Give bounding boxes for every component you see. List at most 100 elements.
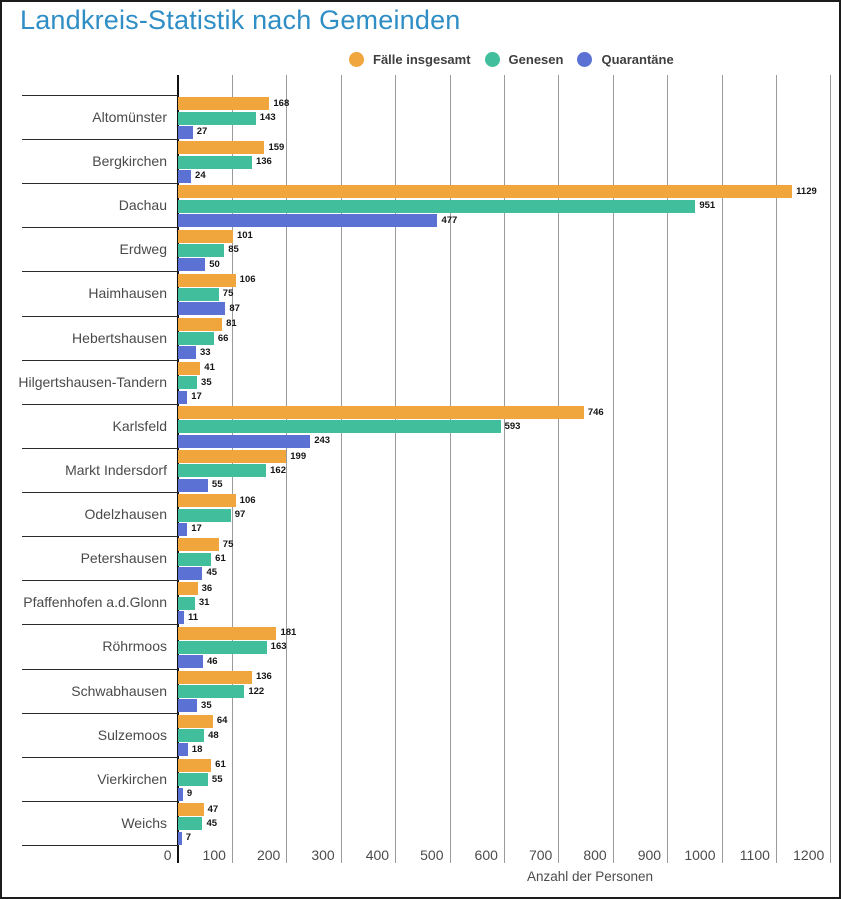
bar-series-1 xyxy=(178,538,219,552)
x-tick-label: 400 xyxy=(365,847,390,863)
category-label: Karlsfeld xyxy=(112,417,167,434)
gridline xyxy=(449,75,451,863)
category-label: Schwabhausen xyxy=(71,682,167,699)
bar-series-1 xyxy=(178,361,201,375)
gridline xyxy=(775,75,777,863)
row-separator xyxy=(22,668,178,670)
bar-value-label: 122 xyxy=(248,685,265,697)
bar-value-label: 168 xyxy=(273,97,290,109)
category-label: Pfaffenhofen a.d.Glonn xyxy=(23,594,167,611)
legend-item-2[interactable]: Genesen xyxy=(484,52,564,67)
bar-value-label: 45 xyxy=(206,567,218,579)
bar-value-label: 27 xyxy=(196,126,208,138)
bar-series-3 xyxy=(178,478,208,492)
bar-series-1 xyxy=(178,803,204,817)
bar-value-label: 75 xyxy=(222,288,234,300)
bar-series-2 xyxy=(178,243,225,257)
bar-value-label: 17 xyxy=(191,391,202,402)
bar-series-2 xyxy=(178,729,205,743)
bar-value-label: 159 xyxy=(268,141,285,153)
row-separator xyxy=(22,359,178,361)
bar-value-label: 101 xyxy=(236,230,253,242)
bar-series-3 xyxy=(178,125,193,139)
bar-series-2 xyxy=(178,155,252,169)
bar-series-2 xyxy=(178,508,231,522)
row-separator xyxy=(22,271,178,273)
bar-series-1 xyxy=(178,406,584,420)
legend-item-1[interactable]: Fälle insgesamt xyxy=(349,52,471,67)
gridline xyxy=(395,75,397,863)
bar-value-label: 33 xyxy=(199,346,211,358)
bar-series-3 xyxy=(178,302,226,316)
bar-series-2 xyxy=(178,287,219,301)
bar-series-1 xyxy=(178,317,223,331)
row-separator xyxy=(22,756,178,758)
row-separator xyxy=(22,315,178,317)
gridline xyxy=(503,75,505,863)
bar-series-2 xyxy=(178,640,267,654)
bar-value-label: 17 xyxy=(191,523,202,535)
bar-value-label: 55 xyxy=(211,479,223,491)
y-axis-line xyxy=(176,75,179,863)
bar-value-label: 951 xyxy=(699,200,716,212)
bar-value-label: 81 xyxy=(226,318,237,330)
x-tick-label: 700 xyxy=(528,847,553,863)
bar-series-3 xyxy=(178,214,438,228)
x-axis-title: Anzahl der Personen xyxy=(526,869,654,884)
bar-series-3 xyxy=(178,434,311,448)
bar-value-label: 36 xyxy=(201,582,213,594)
row-separator xyxy=(22,183,178,185)
x-tick-label: 0 xyxy=(163,847,172,863)
bar-value-label: 55 xyxy=(211,773,223,785)
bar-value-label: 47 xyxy=(207,803,219,815)
bar-value-label: 746 xyxy=(587,406,604,418)
row-separator xyxy=(22,227,178,229)
legend-label: Genesen xyxy=(508,52,564,67)
row-separator xyxy=(22,624,178,626)
bar-value-label: 61 xyxy=(215,553,226,565)
bar-value-label: 136 xyxy=(255,156,272,168)
gridline xyxy=(340,75,342,863)
bar-value-label: 7 xyxy=(185,832,192,844)
bar-series-1 xyxy=(178,273,236,287)
bar-series-2 xyxy=(178,685,245,699)
bar-value-label: 35 xyxy=(201,699,212,711)
bar-value-label: 199 xyxy=(290,450,307,462)
bar-series-2 xyxy=(178,111,256,125)
bar-value-label: 1129 xyxy=(796,185,817,197)
bar-value-label: 18 xyxy=(191,743,203,755)
bar-value-label: 143 xyxy=(259,112,276,123)
bar-series-1 xyxy=(178,626,277,640)
bar-series-2 xyxy=(178,464,267,478)
gridline xyxy=(830,75,832,863)
bar-value-label: 162 xyxy=(270,464,286,476)
x-tick-label: 800 xyxy=(583,847,607,863)
category-label: Hebertshausen xyxy=(72,329,167,346)
bar-value-label: 9 xyxy=(186,788,193,800)
gridline xyxy=(612,75,614,863)
bar-series-3 xyxy=(178,831,182,845)
bar-value-label: 50 xyxy=(209,258,220,270)
legend-label: Quarantäne xyxy=(601,52,674,67)
bar-series-2 xyxy=(178,199,696,213)
bar-series-1 xyxy=(178,97,270,111)
row-separator xyxy=(22,800,178,802)
bar-series-2 xyxy=(178,817,203,831)
bar-value-label: 64 xyxy=(216,715,228,727)
bar-value-label: 24 xyxy=(195,170,206,182)
bar-value-label: 31 xyxy=(198,597,210,609)
x-tick-label: 600 xyxy=(474,847,498,863)
bar-series-3 xyxy=(178,566,203,580)
legend-swatch-icon xyxy=(349,52,364,67)
bar-series-1 xyxy=(178,582,198,596)
bar-series-2 xyxy=(178,420,501,434)
bar-value-label: 163 xyxy=(270,641,287,653)
bar-value-label: 11 xyxy=(187,611,199,623)
bar-value-label: 66 xyxy=(217,332,229,344)
legend-item-3[interactable]: Quarantäne xyxy=(577,52,674,67)
row-separator xyxy=(22,447,178,449)
bar-value-label: 35 xyxy=(201,376,212,388)
bar-series-1 xyxy=(178,758,212,772)
bar-series-3 xyxy=(178,390,188,404)
